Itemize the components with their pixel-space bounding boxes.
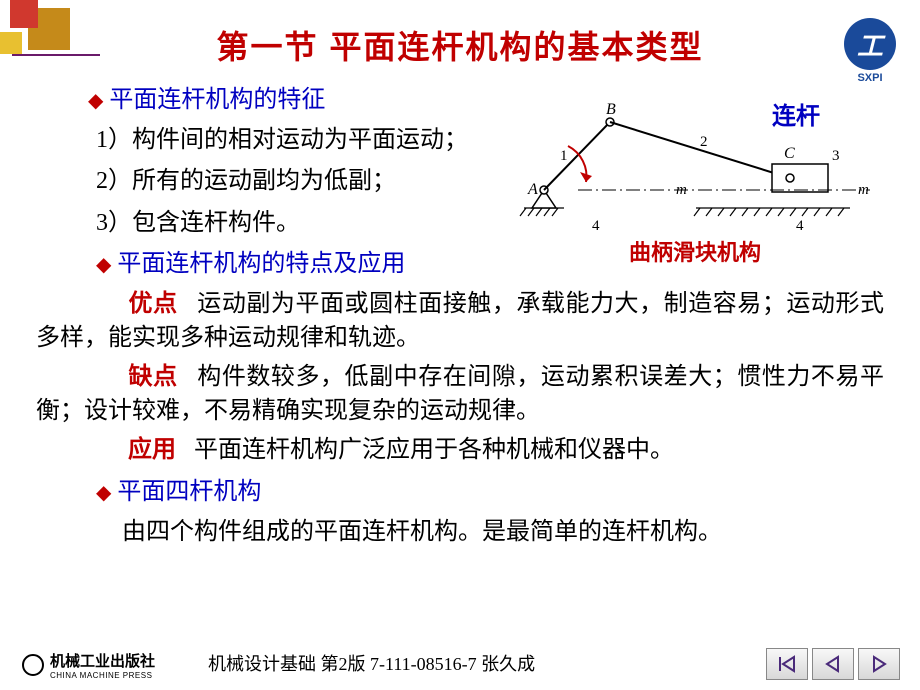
diamond-icon: ◆	[96, 479, 111, 507]
label-C: C	[784, 145, 795, 162]
label-2: 2	[700, 134, 708, 150]
sxpi-logo: 工 SXPI	[840, 18, 900, 84]
crank-slider-svg: A B C 1 2 3 4 4 m m	[500, 98, 890, 248]
label-4a: 4	[592, 218, 600, 234]
section3-heading: 平面四杆机构	[117, 476, 261, 510]
section3-text: 由四个构件组成的平面连杆机构。是最简单的连杆机构。	[36, 516, 884, 550]
nav-prev-button[interactable]	[812, 648, 854, 680]
label-1: 1	[560, 148, 568, 164]
sxpi-label: SXPI	[840, 72, 900, 84]
label-B: B	[606, 101, 616, 118]
nav-buttons	[766, 648, 900, 680]
mechanism-diagram: 连杆	[500, 92, 890, 267]
sxpi-mark: 工	[857, 26, 883, 63]
nav-next-button[interactable]	[858, 648, 900, 680]
label-m2: m	[858, 182, 869, 198]
publisher-logo: 机械工业出版社 CHINA MACHINE PRESS	[22, 650, 155, 680]
label-4b: 4	[796, 218, 804, 234]
diamond-icon: ◆	[96, 251, 111, 279]
nav-first-button[interactable]	[766, 648, 808, 680]
label-m1: m	[676, 182, 687, 198]
label-A: A	[527, 181, 538, 198]
publisher-cn: 机械工业出版社	[50, 650, 155, 671]
page-title: 第一节 平面连杆机构的基本类型	[0, 0, 920, 68]
diamond-icon: ◆	[88, 87, 103, 115]
diagram-caption: 曲柄滑块机构	[500, 235, 890, 267]
section1-heading: 平面连杆机构的特征	[109, 84, 325, 118]
corner-decoration	[0, 0, 80, 80]
publisher-en: CHINA MACHINE PRESS	[50, 671, 155, 680]
application-label: 应用	[128, 437, 176, 463]
application-text: 平面连杆机构广泛应用于各种机械和仪器中。	[194, 437, 674, 463]
section2-heading: 平面连杆机构的特点及应用	[117, 248, 405, 282]
advantage-label: 优点	[129, 291, 178, 317]
footer-info: 机械设计基础 第2版 7-111-08516-7 张久成	[208, 650, 535, 676]
disadvantage-label: 缺点	[129, 364, 178, 390]
label-3: 3	[832, 148, 840, 164]
gear-icon	[22, 654, 44, 676]
